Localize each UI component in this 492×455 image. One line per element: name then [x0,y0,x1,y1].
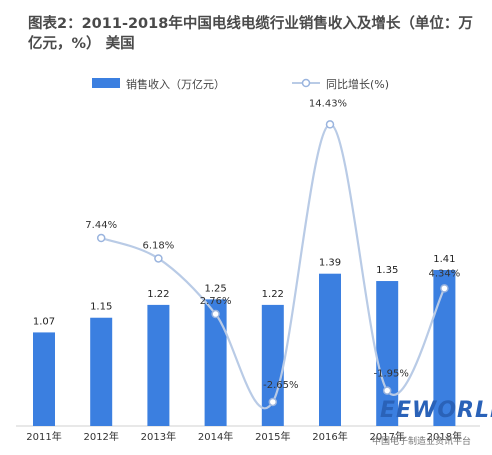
growth-point-2012年 [96,233,106,243]
growth-label-2014年: 2.76% [200,296,232,307]
x-tick-2014年: 2014年 [198,430,233,443]
bar-2017年 [376,281,399,426]
bar-label-2012年: 1.15 [90,302,112,313]
growth-label-2015年: -2.65% [263,380,298,391]
x-tick-2016年: 2016年 [312,430,347,443]
bar-2016年 [319,273,341,426]
x-tick-2015年: 2015年 [255,430,290,443]
growth-point-2017年 [382,386,392,395]
bar-label-2018年: 1.41 [433,254,455,265]
bar-label-2016年: 1.39 [319,258,341,269]
bar-label-2011年: 1.07 [33,316,55,327]
chart-title: 图表2：2011-2018年中国电线电缆行业销售收入及增长（单位：万亿元，%） … [28,16,473,52]
growth-point-2018年 [440,284,449,293]
bar-2015年 [261,304,284,426]
growth-point-2013年 [154,254,163,263]
growth-point-2014年 [211,309,220,319]
x-tick-2018年: 2018年 [427,430,462,443]
bar-2013年 [147,304,170,426]
growth-point-2016年 [325,120,335,129]
bar-label-2013年: 1.22 [147,289,169,300]
watermark: EEWORLD 中国电子制造业资讯平台 [372,398,492,450]
bar-2018年 [433,270,456,426]
growth-label-2018年: 4.34% [429,268,461,279]
bar-label-2017年: 1.35 [376,265,398,276]
bar-2011年 [33,332,55,426]
bar-label-2014年: 1.25 [204,283,226,294]
legend-label-growth: 同比增长(%) [326,78,390,91]
x-tick-2013年: 2013年 [141,430,176,443]
legend-line-swatch [292,78,320,88]
growth-label-2017年: -1.95% [374,369,409,380]
bar-2014年 [204,299,227,426]
x-tick-2012年: 2012年 [83,430,118,443]
growth-label-2016年: 14.43% [309,98,347,109]
bar-2012年 [90,317,113,426]
watermark-logo: EEWORLD [380,398,492,423]
growth-label-2013年: 6.18% [143,240,175,251]
x-tick-2011年: 2011年 [26,430,61,443]
legend-label-sales: 销售收入（万亿元） [126,78,225,91]
watermark-subtitle: 中国电子制造业资讯平台 [372,437,472,447]
growth-point-2015年 [268,397,278,407]
legend-bar-swatch [92,78,120,88]
bar-label-2015年: 1.22 [262,289,284,300]
growth-label-2012年: 7.44% [85,220,117,231]
x-tick-2017年: 2017年 [369,430,404,443]
